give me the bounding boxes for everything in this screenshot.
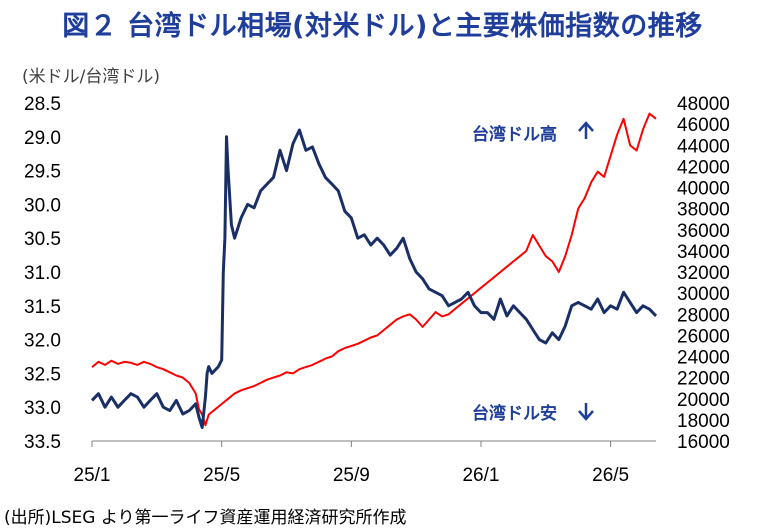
right-tick-label: 22000 — [677, 369, 730, 390]
source-note: (出所)LSEG より第一ライフ資産運用経済研究所作成 — [4, 508, 407, 528]
line-chart: 28.5 29.0 29.5 30.0 30.5 31.0 31.5 32.0 32.5 33.0… — [24, 94, 730, 486]
left-axis-unit-label: (米ドル/台湾ドル) — [22, 67, 160, 87]
annotation-twd-weak: 台湾ドル安 — [472, 403, 557, 424]
left-tick-label: 33.0 — [24, 398, 61, 419]
right-tick-label: 42000 — [677, 157, 730, 178]
right-tick-label: 28000 — [677, 305, 730, 326]
x-tick-label: 26/1 — [462, 465, 499, 486]
series-lines — [90, 112, 658, 429]
left-axis-ticks: 28.5 29.0 29.5 30.0 30.5 31.0 31.5 32.0 32.5 33.0… — [24, 94, 61, 453]
left-tick-label: 29.0 — [24, 128, 61, 149]
stock-index-line — [91, 112, 657, 427]
right-tick-label: 24000 — [677, 348, 730, 369]
arrow-up-icon — [578, 121, 594, 139]
x-tick-label: 25/5 — [203, 465, 240, 486]
right-tick-label: 16000 — [677, 432, 730, 453]
right-tick-label: 44000 — [677, 136, 730, 157]
right-tick-label: 26000 — [677, 326, 730, 347]
left-tick-label: 28.5 — [24, 94, 61, 115]
left-tick-label: 32.0 — [24, 331, 61, 352]
chart-title: 図２ 台湾ドル相場(対米ドル)と主要株価指数の推移 — [62, 11, 703, 42]
right-tick-label: 20000 — [677, 390, 730, 411]
x-axis-ticks: 25/1 25/5 25/9 26/1 26/5 — [74, 441, 629, 486]
left-tick-label: 32.5 — [24, 364, 61, 385]
right-tick-label: 38000 — [677, 200, 730, 221]
annotation-twd-strong: 台湾ドル高 — [472, 124, 557, 145]
arrow-down-icon — [578, 403, 594, 421]
right-tick-label: 36000 — [677, 221, 730, 242]
left-tick-label: 31.5 — [24, 297, 61, 318]
x-tick-label: 25/1 — [74, 465, 111, 486]
right-tick-label: 30000 — [677, 284, 730, 305]
left-tick-label: 30.0 — [24, 195, 61, 216]
right-tick-label: 48000 — [677, 94, 730, 115]
twd-usd-rate-line — [90, 128, 658, 429]
right-tick-label: 18000 — [677, 411, 730, 432]
left-tick-label: 30.5 — [24, 229, 61, 250]
right-tick-label: 46000 — [677, 115, 730, 136]
x-tick-label: 26/5 — [592, 465, 629, 486]
left-tick-label: 29.5 — [24, 162, 61, 183]
left-tick-label: 31.0 — [24, 263, 61, 284]
right-tick-label: 40000 — [677, 179, 730, 200]
x-tick-label: 25/9 — [333, 465, 370, 486]
right-tick-label: 32000 — [677, 263, 730, 284]
right-tick-label: 34000 — [677, 242, 730, 263]
left-tick-label: 33.5 — [24, 432, 61, 453]
right-axis-ticks: 4800046000440004200040000380003600034000… — [677, 94, 730, 453]
